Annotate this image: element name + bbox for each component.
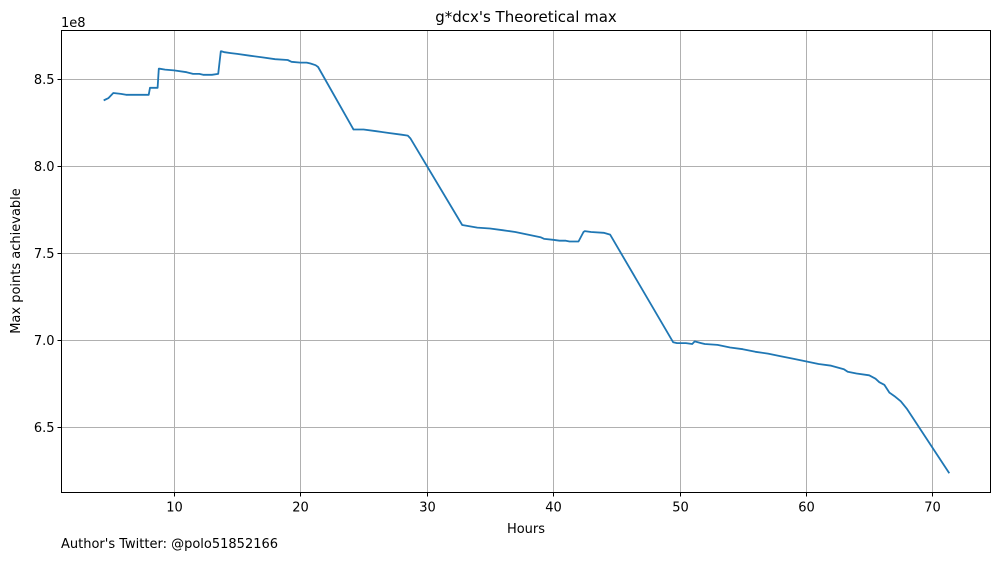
x-tick-label: 60 <box>798 501 815 516</box>
plot-frame <box>61 30 991 493</box>
y-tick-label: 7.0 <box>34 334 55 349</box>
author-twitter-credit: Author's Twitter: @polo51852166 <box>61 537 279 552</box>
x-tick-label: 50 <box>672 501 689 516</box>
x-tick-label: 30 <box>419 501 436 516</box>
series-layer <box>103 50 951 474</box>
tick-layer: 10 20 30 40 50 60 70 6.5 7.0 7.5 8.0 8.5 <box>34 73 941 516</box>
grid-lines <box>61 30 991 493</box>
x-tick-label: 40 <box>545 501 562 516</box>
y-tick-label: 8.5 <box>34 73 55 88</box>
x-axis-title: Hours <box>507 522 545 537</box>
x-tick-label: 70 <box>924 501 941 516</box>
series-line <box>103 50 951 474</box>
y-axis-title: Max points achievable <box>9 188 24 334</box>
y-tick-label: 8.0 <box>34 160 55 175</box>
y-tick-label: 7.5 <box>34 247 55 262</box>
y-offset-label: 1e8 <box>61 16 86 31</box>
chart-title: g*dcx's Theoretical max <box>435 8 617 26</box>
x-tick-label: 20 <box>292 501 309 516</box>
x-tick-label: 10 <box>166 501 183 516</box>
y-tick-label: 6.5 <box>34 421 55 436</box>
